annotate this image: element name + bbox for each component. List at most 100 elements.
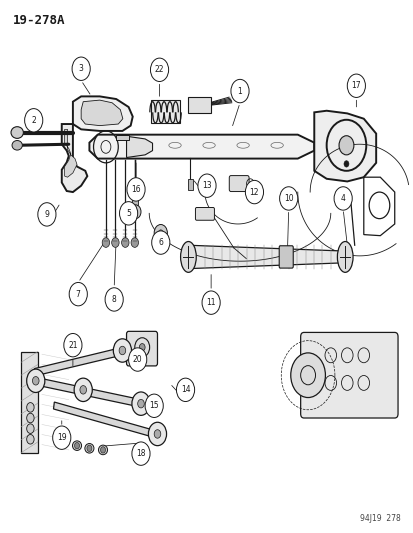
Circle shape xyxy=(343,161,348,167)
Circle shape xyxy=(127,177,145,201)
Text: 18: 18 xyxy=(136,449,145,458)
Text: 20: 20 xyxy=(133,355,142,364)
Text: 10: 10 xyxy=(283,194,293,203)
Ellipse shape xyxy=(98,445,107,455)
Polygon shape xyxy=(34,348,123,376)
FancyBboxPatch shape xyxy=(151,100,180,124)
Circle shape xyxy=(26,402,34,412)
Text: 5: 5 xyxy=(126,209,131,218)
Circle shape xyxy=(154,224,167,241)
Circle shape xyxy=(333,187,351,210)
Polygon shape xyxy=(188,245,344,269)
Circle shape xyxy=(338,136,353,155)
Circle shape xyxy=(145,394,163,417)
Circle shape xyxy=(202,291,220,314)
Circle shape xyxy=(151,231,169,254)
Polygon shape xyxy=(21,352,38,453)
Text: 17: 17 xyxy=(351,81,360,90)
Circle shape xyxy=(24,109,43,132)
Circle shape xyxy=(139,344,145,351)
FancyBboxPatch shape xyxy=(229,175,249,191)
Circle shape xyxy=(26,434,34,444)
Circle shape xyxy=(150,58,168,82)
Circle shape xyxy=(130,205,141,219)
Circle shape xyxy=(158,230,163,236)
Text: 16: 16 xyxy=(131,185,140,194)
Circle shape xyxy=(245,180,263,204)
Polygon shape xyxy=(116,135,128,140)
FancyBboxPatch shape xyxy=(187,179,193,190)
Circle shape xyxy=(102,238,109,247)
FancyBboxPatch shape xyxy=(188,98,211,114)
Circle shape xyxy=(138,399,144,408)
Circle shape xyxy=(113,339,131,362)
Circle shape xyxy=(119,201,138,225)
Text: 7: 7 xyxy=(76,289,81,298)
Text: 94J19  278: 94J19 278 xyxy=(359,514,400,523)
FancyBboxPatch shape xyxy=(126,332,157,366)
Circle shape xyxy=(132,392,150,415)
Circle shape xyxy=(64,334,82,357)
Circle shape xyxy=(52,426,71,449)
Circle shape xyxy=(121,238,129,247)
Text: 1: 1 xyxy=(237,86,242,95)
Circle shape xyxy=(74,442,79,449)
Circle shape xyxy=(197,174,216,197)
Text: 19-278A: 19-278A xyxy=(13,14,65,27)
Circle shape xyxy=(26,369,45,392)
Circle shape xyxy=(133,209,138,214)
Circle shape xyxy=(112,238,119,247)
Polygon shape xyxy=(62,124,87,192)
Text: 13: 13 xyxy=(202,181,211,190)
Circle shape xyxy=(128,348,146,371)
Text: 11: 11 xyxy=(206,298,215,307)
Circle shape xyxy=(87,445,92,451)
Text: 21: 21 xyxy=(68,341,78,350)
Polygon shape xyxy=(81,100,123,126)
Circle shape xyxy=(290,353,325,398)
Polygon shape xyxy=(126,136,152,158)
Ellipse shape xyxy=(12,141,22,150)
Circle shape xyxy=(38,203,56,226)
Text: 2: 2 xyxy=(31,116,36,125)
Circle shape xyxy=(32,376,39,385)
Circle shape xyxy=(80,385,86,394)
Polygon shape xyxy=(313,111,375,181)
Text: 3: 3 xyxy=(78,64,83,73)
Circle shape xyxy=(72,57,90,80)
Text: 4: 4 xyxy=(340,194,345,203)
Circle shape xyxy=(148,422,166,446)
Circle shape xyxy=(176,378,194,401)
FancyBboxPatch shape xyxy=(132,195,138,205)
FancyBboxPatch shape xyxy=(195,207,214,220)
Circle shape xyxy=(230,79,249,103)
Circle shape xyxy=(131,238,138,247)
Circle shape xyxy=(119,346,126,355)
Circle shape xyxy=(26,424,34,433)
FancyBboxPatch shape xyxy=(278,246,292,268)
Text: 9: 9 xyxy=(44,210,49,219)
Ellipse shape xyxy=(11,127,23,139)
Ellipse shape xyxy=(337,241,352,272)
Ellipse shape xyxy=(85,443,94,453)
Polygon shape xyxy=(33,377,145,408)
Circle shape xyxy=(132,442,150,465)
Polygon shape xyxy=(89,135,313,159)
Ellipse shape xyxy=(180,241,196,272)
Polygon shape xyxy=(53,402,161,439)
Text: 19: 19 xyxy=(57,433,66,442)
Ellipse shape xyxy=(72,441,81,450)
Circle shape xyxy=(74,378,92,401)
Text: 22: 22 xyxy=(154,66,164,74)
FancyBboxPatch shape xyxy=(300,333,397,418)
Circle shape xyxy=(347,74,365,98)
Circle shape xyxy=(154,430,160,438)
Text: 8: 8 xyxy=(112,295,116,304)
Circle shape xyxy=(105,288,123,311)
Text: 6: 6 xyxy=(158,238,163,247)
Text: 14: 14 xyxy=(180,385,190,394)
Text: 12: 12 xyxy=(249,188,259,197)
Circle shape xyxy=(100,447,105,453)
Circle shape xyxy=(279,187,297,210)
Text: 15: 15 xyxy=(149,401,159,410)
